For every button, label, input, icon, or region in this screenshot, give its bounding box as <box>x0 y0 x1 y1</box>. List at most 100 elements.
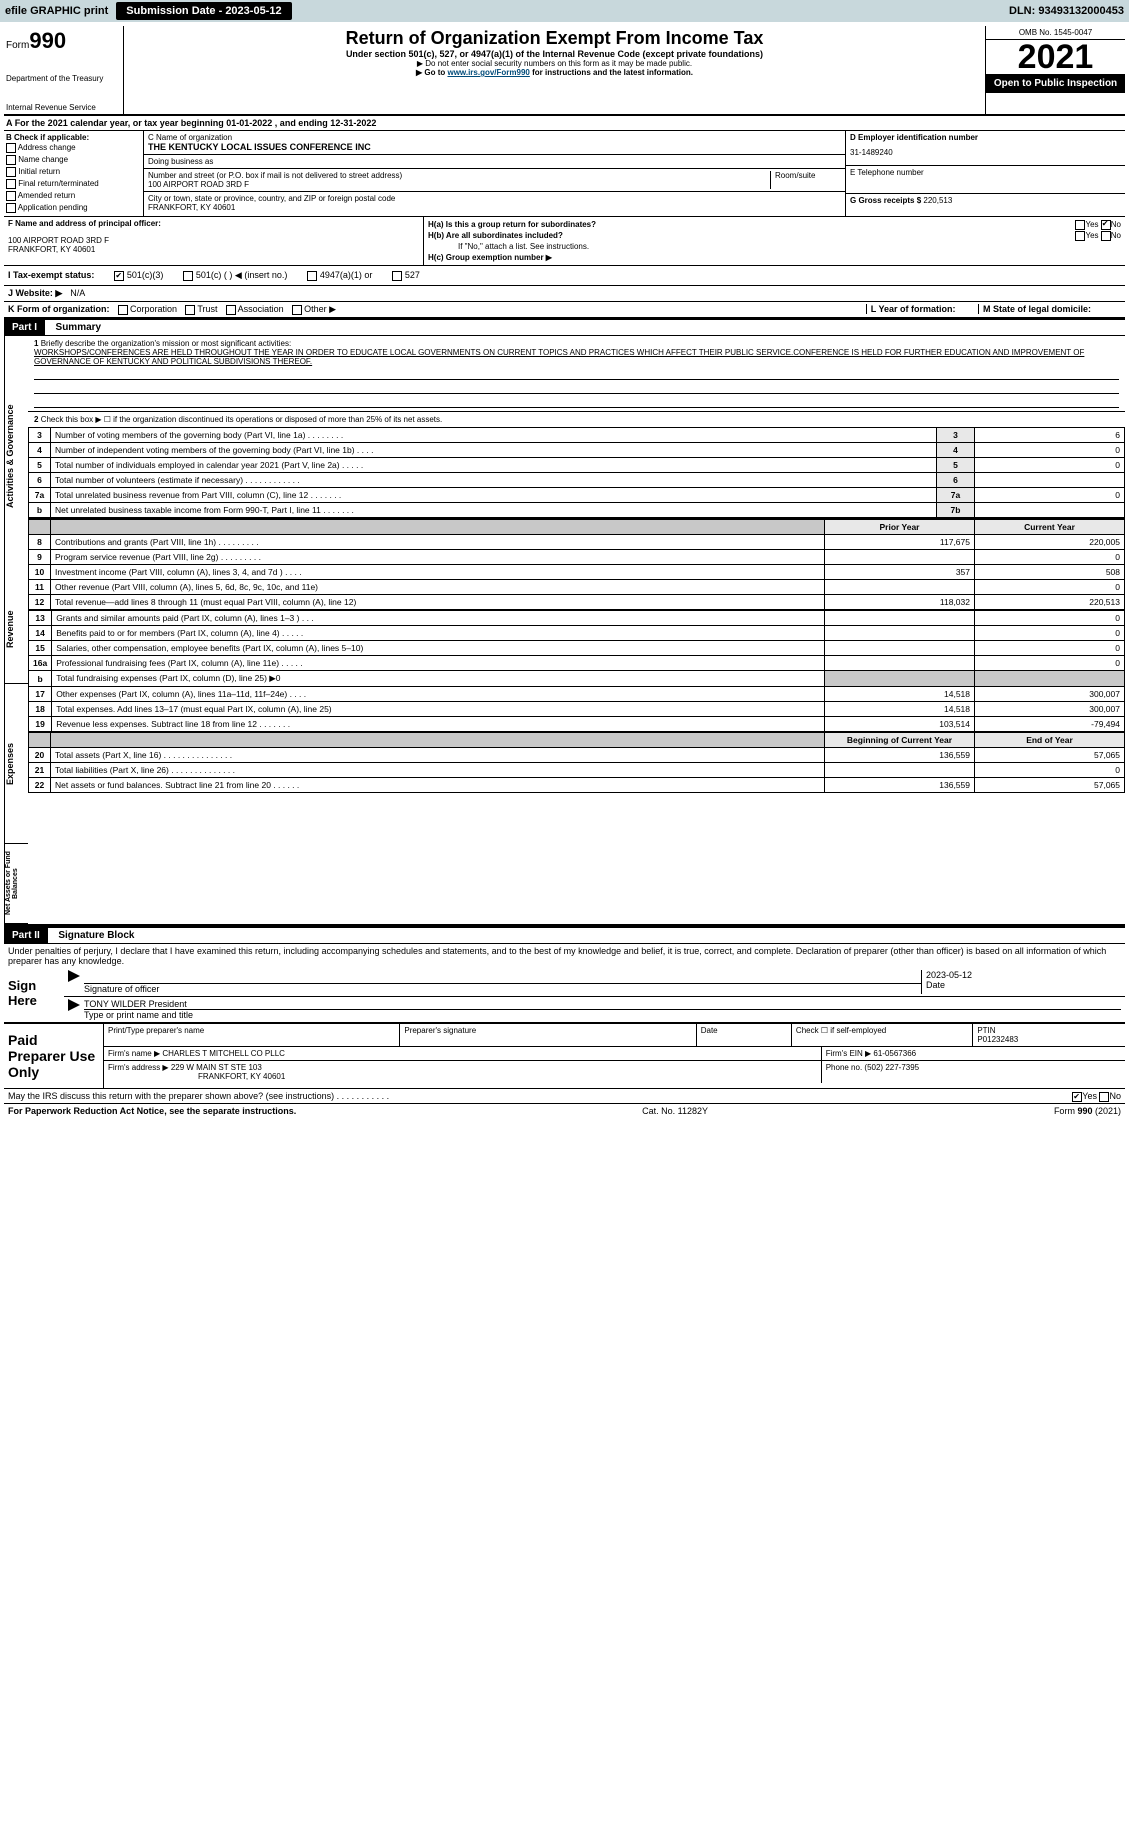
firm-ein-label: Firm's EIN ▶ <box>826 1049 871 1058</box>
form-word: Form <box>6 40 29 51</box>
row-b-box: 7b <box>937 503 975 518</box>
ha-label: H(a) Is this a group return for subordin… <box>428 220 596 229</box>
row-6-text: Total number of volunteers (estimate if … <box>51 473 937 488</box>
org-name: THE KENTUCKY LOCAL ISSUES CONFERENCE INC <box>148 142 841 152</box>
rev-12-num: 12 <box>29 595 51 610</box>
room-label: Room/suite <box>775 171 841 180</box>
q1-text: Briefly describe the organization's miss… <box>41 339 292 348</box>
officer-name-label: Type or print name and title <box>84 1010 1121 1020</box>
note-link: ▶ Go to www.irs.gov/Form990 for instruct… <box>130 68 979 77</box>
rev-10-prior: 357 <box>825 565 975 580</box>
vert-expenses: Expenses <box>4 684 28 844</box>
firm-name: CHARLES T MITCHELL CO PLLC <box>162 1049 285 1058</box>
chk-4947[interactable] <box>307 271 317 281</box>
rev-12-cur: 220,513 <box>975 595 1125 610</box>
firm-name-label: Firm's name ▶ <box>108 1049 160 1058</box>
signature-declaration: Under penalties of perjury, I declare th… <box>4 944 1125 968</box>
firm-phone-label: Phone no. <box>826 1063 862 1072</box>
net-21-end: 0 <box>975 763 1125 778</box>
row-7a-num: 7a <box>29 488 51 503</box>
rev-8-cur: 220,005 <box>975 535 1125 550</box>
rev-11-text: Other revenue (Part VIII, column (A), li… <box>51 580 825 595</box>
officer-addr1: 100 AIRPORT ROAD 3RD F <box>8 236 419 245</box>
ha-no[interactable] <box>1101 220 1111 230</box>
form-title: Return of Organization Exempt From Incom… <box>130 28 979 49</box>
row-3-text: Number of voting members of the governin… <box>51 428 937 443</box>
exp-17-prior: 14,518 <box>825 687 975 702</box>
expense-table: 13Grants and similar amounts paid (Part … <box>28 610 1125 732</box>
ha-yes[interactable] <box>1075 220 1085 230</box>
sign-here-label: Sign Here <box>4 968 64 1022</box>
dept-treasury: Department of the Treasury <box>6 74 121 83</box>
discuss-no[interactable] <box>1099 1092 1109 1102</box>
chk-trust[interactable] <box>185 305 195 315</box>
prep-sig-label: Preparer's signature <box>400 1024 696 1046</box>
discuss-yes[interactable] <box>1072 1092 1082 1102</box>
exp-17-cur: 300,007 <box>975 687 1125 702</box>
chk-527[interactable] <box>392 271 402 281</box>
pra-notice: For Paperwork Reduction Act Notice, see … <box>8 1106 296 1116</box>
part1-subtitle: Summary <box>48 322 102 333</box>
chk-amended[interactable] <box>6 191 16 201</box>
chk-501c3[interactable] <box>114 271 124 281</box>
exp-16a-prior <box>825 656 975 671</box>
phone-label: E Telephone number <box>850 168 1121 177</box>
part1-badge: Part I <box>4 320 45 335</box>
chk-name[interactable] <box>6 155 16 165</box>
header-title-block: Return of Organization Exempt From Incom… <box>124 26 985 114</box>
col-b-header: B Check if applicable: <box>6 133 141 142</box>
irs-link[interactable]: www.irs.gov/Form990 <box>447 68 529 77</box>
form-number-box: Form990 Department of the Treasury Inter… <box>4 26 124 114</box>
chk-address[interactable] <box>6 143 16 153</box>
exp-18-cur: 300,007 <box>975 702 1125 717</box>
paid-preparer-label: Paid Preparer Use Only <box>4 1024 104 1088</box>
tax-year: 2021 <box>986 40 1125 74</box>
rev-12-prior: 118,032 <box>825 595 975 610</box>
revenue-table: Prior YearCurrent Year 8Contributions an… <box>28 518 1125 610</box>
hb-no[interactable] <box>1101 231 1111 241</box>
net-22-num: 22 <box>29 778 51 793</box>
m-label: M State of legal domicile: <box>978 304 1121 314</box>
tax-exempt-row: I Tax-exempt status: 501(c)(3) 501(c) ( … <box>4 266 1125 286</box>
net-21-num: 21 <box>29 763 51 778</box>
exp-18-num: 18 <box>29 702 52 717</box>
sig-officer-label: Signature of officer <box>84 984 921 994</box>
footer-form: Form 990 (2021) <box>1054 1106 1121 1116</box>
exp-18-text: Total expenses. Add lines 13–17 (must eq… <box>52 702 825 717</box>
exp-14-cur: 0 <box>975 626 1125 641</box>
exp-14-text: Benefits paid to or for members (Part IX… <box>52 626 825 641</box>
f-officer: F Name and address of principal officer:… <box>4 217 424 265</box>
chk-initial[interactable] <box>6 167 16 177</box>
form-header: Form990 Department of the Treasury Inter… <box>4 26 1125 116</box>
chk-501c[interactable] <box>183 271 193 281</box>
col-d-ein: D Employer identification number 31-1489… <box>845 131 1125 216</box>
rev-12-text: Total revenue—add lines 8 through 11 (mu… <box>51 595 825 610</box>
row-6-box: 6 <box>937 473 975 488</box>
chk-final[interactable] <box>6 179 16 189</box>
row-4-val: 0 <box>975 443 1125 458</box>
row-6-num: 6 <box>29 473 51 488</box>
exp-13-num: 13 <box>29 611 52 626</box>
chk-assoc[interactable] <box>226 305 236 315</box>
row-3-num: 3 <box>29 428 51 443</box>
ein-value: 31-1489240 <box>850 142 1121 163</box>
l-label: L Year of formation: <box>866 304 976 314</box>
gross-value: 220,513 <box>923 196 952 205</box>
q2-block: 2 Check this box ▶ ☐ if the organization… <box>28 412 1125 427</box>
row-5-box: 5 <box>937 458 975 473</box>
chk-other[interactable] <box>292 305 302 315</box>
rev-9-prior <box>825 550 975 565</box>
i-label: I Tax-exempt status: <box>8 270 94 281</box>
discuss-text: May the IRS discuss this return with the… <box>8 1091 389 1101</box>
chk-pending[interactable] <box>6 203 16 213</box>
exp-17-num: 17 <box>29 687 52 702</box>
hb-yes[interactable] <box>1075 231 1085 241</box>
prep-name-label: Print/Type preparer's name <box>104 1024 400 1046</box>
exp-16a-num: 16a <box>29 656 52 671</box>
chk-corp[interactable] <box>118 305 128 315</box>
discuss-row: May the IRS discuss this return with the… <box>4 1088 1125 1103</box>
phone-value <box>850 177 1121 191</box>
ptin-value: P01232483 <box>977 1035 1121 1044</box>
exp-19-num: 19 <box>29 717 52 732</box>
row-3-box: 3 <box>937 428 975 443</box>
